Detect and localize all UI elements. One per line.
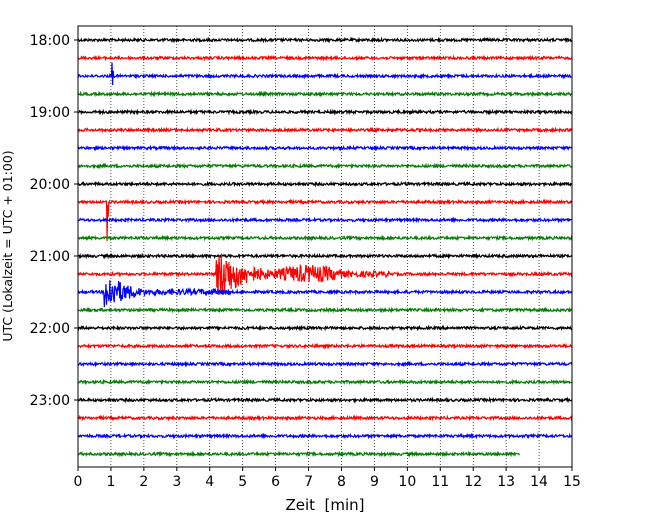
trace-2245 <box>77 378 573 386</box>
x-tick-label: 10 <box>398 474 416 490</box>
trace-1800 <box>77 36 573 44</box>
trace-1845 <box>77 90 573 98</box>
trace-2215 <box>77 342 573 350</box>
trace-2300 <box>77 396 573 404</box>
x-tick-label: 4 <box>205 474 214 490</box>
y-tick-label: 20:00 <box>30 177 70 193</box>
trace-2030 <box>77 216 573 224</box>
x-tick-label: 1 <box>106 474 115 490</box>
trace-1900 <box>77 108 573 116</box>
trace-1930 <box>77 144 573 152</box>
x-tick-label: 9 <box>370 474 379 490</box>
trace-2015 <box>77 198 573 242</box>
trace-2000 <box>77 180 573 188</box>
x-tick-label: 14 <box>530 474 548 490</box>
x-tick-label: 6 <box>271 474 280 490</box>
trace-2315 <box>77 414 573 422</box>
trace-1945 <box>77 162 573 170</box>
y-tick-label: 19:00 <box>30 105 70 121</box>
trace-2130 <box>77 280 573 308</box>
x-tick-label: 11 <box>431 474 449 490</box>
trace-2100 <box>77 252 573 260</box>
x-tick-label: 3 <box>172 474 181 490</box>
trace-2345 <box>77 450 520 458</box>
y-tick-label: 18:00 <box>30 33 70 49</box>
y-tick-label: 21:00 <box>30 249 70 265</box>
trace-1815 <box>77 54 573 62</box>
trace-layer <box>77 36 573 458</box>
plot-frame <box>77 25 573 468</box>
trace-2115 <box>77 255 573 295</box>
x-axis-label: Zeit [min] <box>285 496 364 514</box>
trace-2145 <box>77 306 573 314</box>
trace-2045 <box>77 234 573 242</box>
x-tick-label: 5 <box>238 474 247 490</box>
y-tick-label: 23:00 <box>30 393 70 409</box>
x-axis: 0 1 2 3 4 5 6 7 8 9 10 11 12 13 14 15 <box>74 467 581 490</box>
y-axis: 18:00 19:00 20:00 21:00 22:00 23:00 <box>30 33 78 409</box>
x-tick-label: 15 <box>563 474 581 490</box>
trace-2330 <box>77 432 573 440</box>
trace-2200 <box>77 324 573 332</box>
y-tick-label: 22:00 <box>30 321 70 337</box>
x-tick-label: 2 <box>139 474 148 490</box>
x-tick-label: 0 <box>74 474 83 490</box>
trace-2230 <box>77 360 573 368</box>
x-tick-label: 8 <box>337 474 346 490</box>
trace-1830 <box>77 62 573 86</box>
x-tick-label: 12 <box>464 474 482 490</box>
trace-1915 <box>77 126 573 134</box>
y-axis-label: UTC (Lokalzeit = UTC + 01:00) <box>0 150 15 341</box>
x-tick-label: 13 <box>497 474 515 490</box>
x-tick-label: 7 <box>304 474 313 490</box>
